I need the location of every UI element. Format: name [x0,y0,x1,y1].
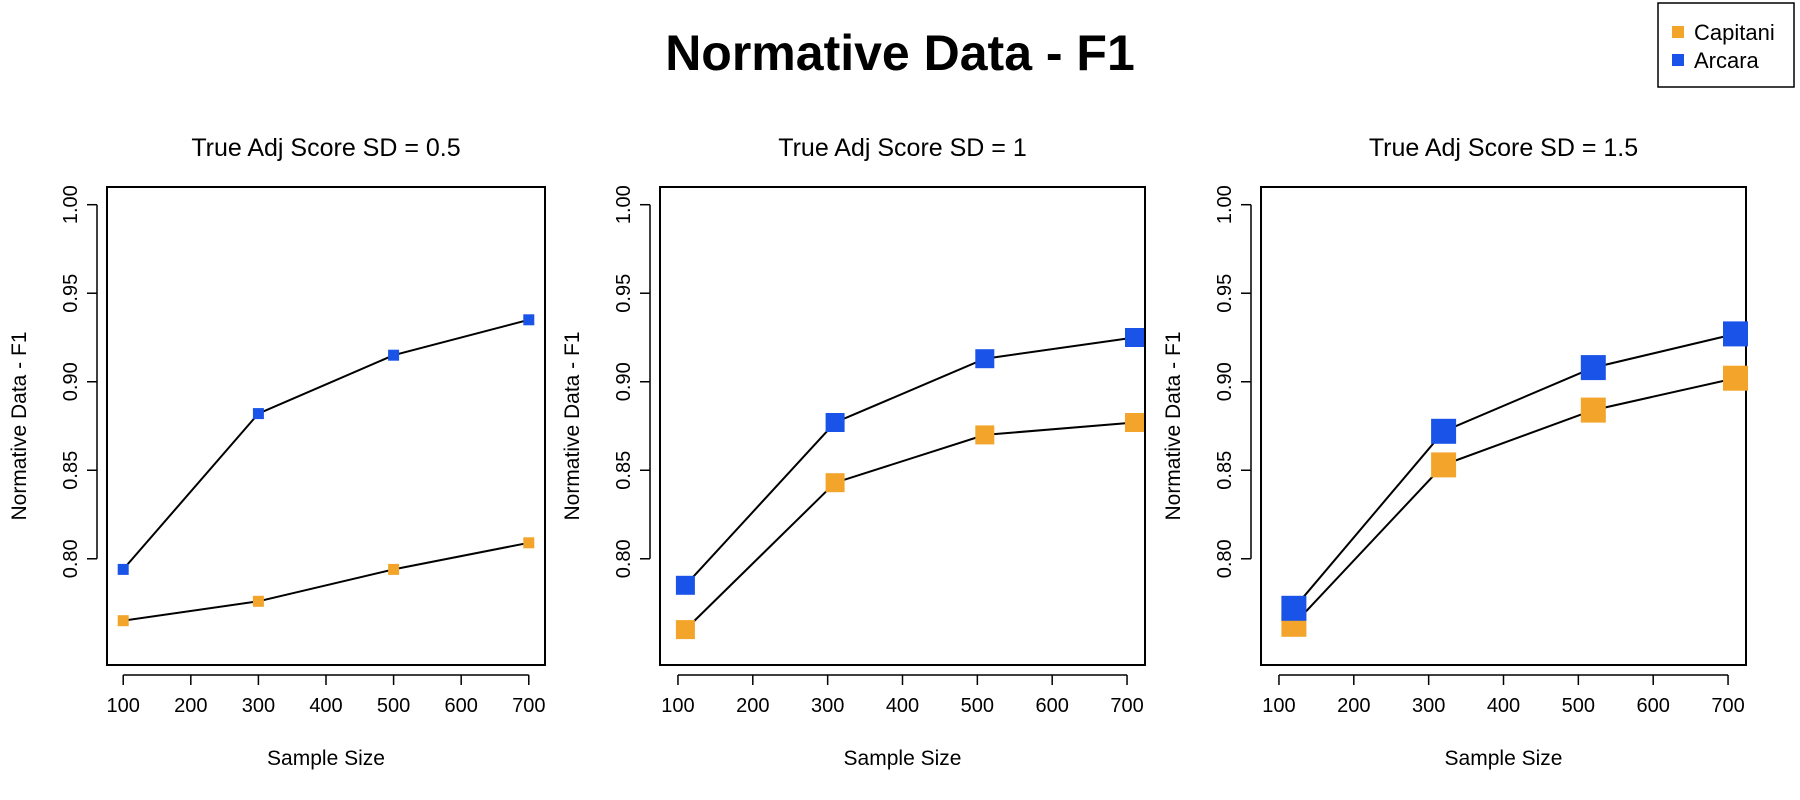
x-axis-title: Sample Size [844,747,962,770]
y-tick-label: 0.95 [60,274,82,313]
x-tick-label: 300 [242,695,275,717]
data-point-marker [975,349,995,369]
series-line [123,541,529,622]
data-point-marker [117,615,129,627]
data-point-marker [1723,365,1748,391]
x-tick-label: 400 [309,695,342,717]
x-axis-title: Sample Size [267,747,385,770]
y-tick-label: 1.00 [1214,185,1236,224]
panel-title: True Adj Score SD = 1 [778,134,1027,162]
x-tick-label: 700 [1711,695,1744,717]
data-point-marker [675,575,695,595]
x-tick-label: 500 [377,695,410,717]
series-line [684,336,1135,586]
chart-panels: True Adj Score SD = 0.5 100 200 300 400 500 60… [8,134,1748,770]
series-line [122,318,530,571]
y-tick-label: 0.90 [60,362,82,401]
legend-swatch [1672,54,1684,66]
y-tick-label: 0.85 [1214,451,1236,490]
x-tick-label: 400 [886,695,919,717]
x-tick-label: 100 [1262,695,1295,717]
y-tick-label: 0.85 [613,451,635,490]
panel-title: True Adj Score SD = 1.5 [1369,134,1638,162]
data-point-marker [1580,355,1606,381]
plot-frame [659,186,1146,666]
y-tick-label: 0.95 [1214,274,1236,313]
y-axis-title: Normative Data - F1 [561,331,584,520]
legend-label: Arcara [1694,48,1760,73]
x-tick-label: 400 [1487,695,1520,717]
legend-box [1657,2,1795,88]
y-tick-label: 0.80 [1214,539,1236,578]
data-point-marker [825,413,845,432]
x-tick-label: 200 [736,695,769,717]
data-point-marker [388,563,400,575]
x-tick-label: 300 [1412,695,1445,717]
x-tick-label: 100 [661,695,694,717]
legend-label: Capitani [1694,20,1775,45]
data-point-marker [388,349,400,361]
legend-swatch [1672,26,1684,38]
data-point-marker [252,595,264,607]
data-point-marker [117,563,129,575]
figure-title: Normative Data - F1 [665,25,1135,81]
data-point-marker [825,473,845,493]
x-tick-label: 700 [512,695,545,717]
series-line [684,421,1135,631]
y-tick-label: 0.95 [613,274,635,313]
panel-title: True Adj Score SD = 0.5 [191,134,460,162]
plot-frame [1260,186,1747,666]
y-tick-label: 0.90 [1214,362,1236,401]
x-tick-label: 500 [961,695,994,717]
chart-panel: True Adj Score SD = 1 100 200 300 400 500 600 7… [561,134,1146,770]
x-tick-label: 300 [811,695,844,717]
chart-panel: True Adj Score SD = 1.5 100 200 300 400 500 60… [1162,134,1748,770]
x-tick-label: 200 [1337,695,1370,717]
x-tick-label: 600 [444,695,477,717]
series-line [1293,377,1736,625]
x-tick-label: 600 [1637,695,1670,717]
data-point-marker [1281,595,1307,621]
data-point-marker [1431,418,1457,444]
y-axis-title: Normative Data - F1 [1162,331,1185,520]
data-point-marker [1431,452,1457,478]
y-tick-label: 0.80 [613,539,635,578]
x-tick-label: 700 [1110,695,1143,717]
chart-panel: True Adj Score SD = 0.5 100 200 300 400 500 60… [8,134,546,770]
x-tick-label: 600 [1036,695,1069,717]
data-point-marker [1125,413,1144,432]
y-axis-title: Normative Data - F1 [8,331,31,520]
data-point-marker [675,620,695,640]
data-point-marker [1125,328,1144,347]
y-tick-label: 0.85 [60,451,82,490]
y-tick-label: 0.90 [613,362,635,401]
data-point-marker [975,425,995,445]
y-tick-label: 1.00 [60,185,82,224]
plot-frame [106,186,546,666]
legend: Capitani Arcara [1657,2,1795,88]
data-point-marker [1580,397,1606,423]
x-axis-title: Sample Size [1445,747,1563,770]
y-tick-label: 1.00 [613,185,635,224]
data-point-marker [523,537,535,549]
x-tick-label: 200 [174,695,207,717]
x-tick-label: 100 [107,695,140,717]
data-point-marker [252,408,264,420]
x-tick-label: 500 [1562,695,1595,717]
series-line [1293,332,1736,609]
y-tick-label: 0.80 [60,539,82,578]
data-point-marker [523,314,535,326]
data-point-marker [1723,321,1748,347]
